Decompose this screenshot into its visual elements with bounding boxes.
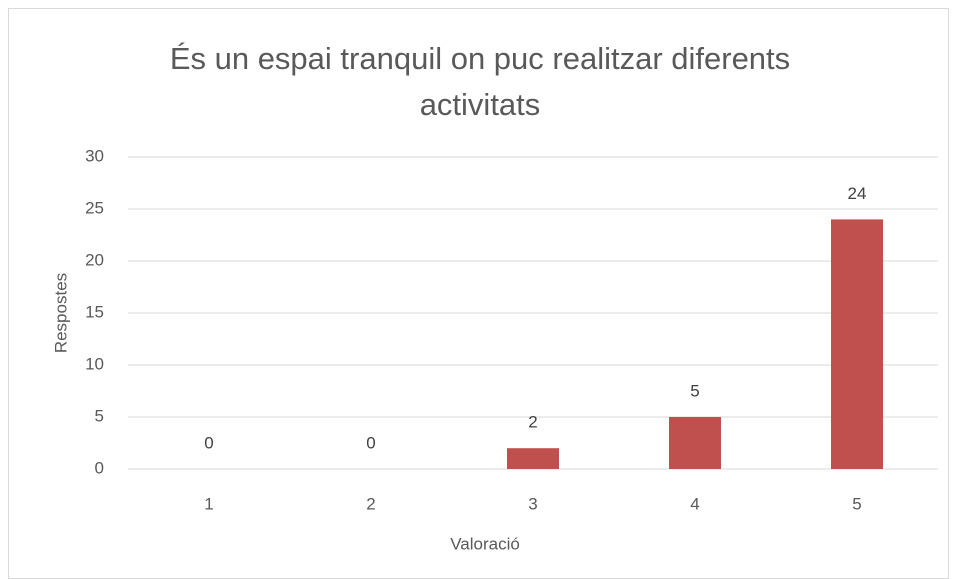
y-tick-label: 25	[85, 198, 104, 217]
x-tick-label: 1	[204, 494, 213, 513]
bar	[831, 219, 883, 469]
x-axis-title: Valoració	[450, 534, 520, 553]
y-tick-label: 20	[85, 250, 104, 269]
y-tick-label: 15	[85, 302, 104, 321]
chart-border	[8, 8, 949, 579]
x-tick-label: 4	[690, 494, 699, 513]
data-label: 0	[204, 433, 213, 452]
bar	[669, 417, 721, 469]
y-tick-label: 10	[85, 354, 104, 373]
x-tick-label: 5	[852, 494, 861, 513]
bar	[507, 448, 559, 469]
y-tick-label: 5	[95, 406, 104, 425]
data-label: 0	[366, 433, 375, 452]
y-tick-label: 0	[95, 458, 104, 477]
data-label: 2	[528, 413, 537, 432]
data-label: 5	[690, 381, 699, 400]
y-tick-label: 30	[85, 146, 104, 165]
x-tick-label: 2	[366, 494, 375, 513]
data-label: 24	[848, 184, 867, 203]
x-tick-label: 3	[528, 494, 537, 513]
chart-title: És un espai tranquil on puc realitzar di…	[169, 41, 791, 122]
y-axis-title: Respostes	[51, 273, 70, 353]
